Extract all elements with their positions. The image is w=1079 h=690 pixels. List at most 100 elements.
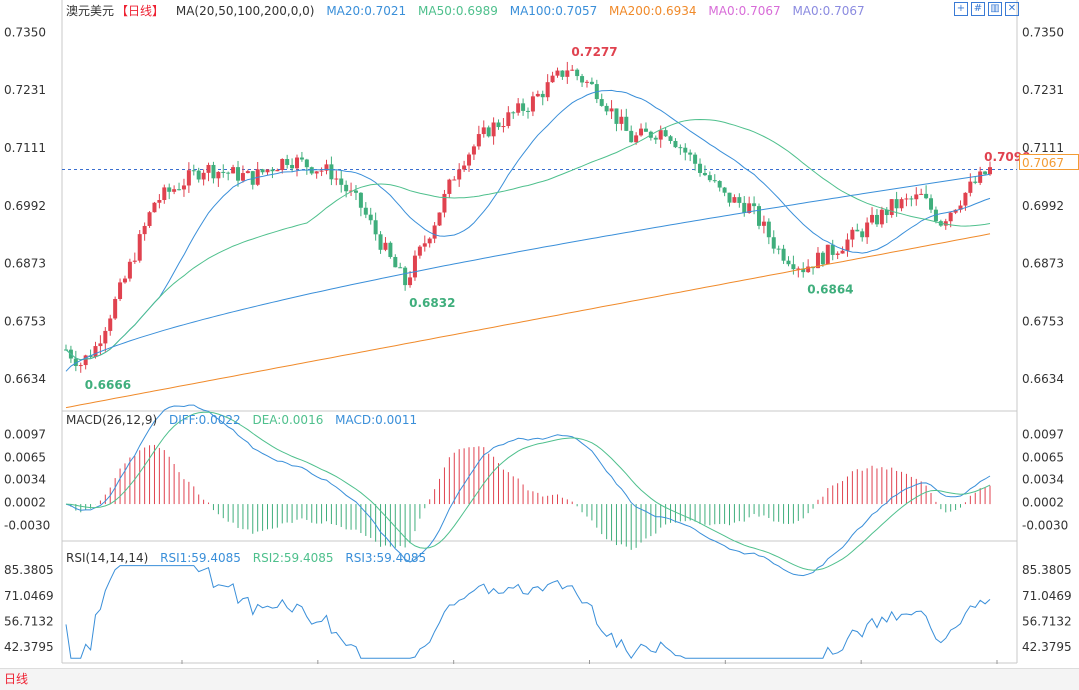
macd-label[interactable]: MACD(26,12,9) xyxy=(66,413,158,427)
close-icon[interactable]: ✕ xyxy=(1005,2,1019,16)
candle-body xyxy=(378,234,383,250)
candle-body xyxy=(565,70,570,77)
y-tick-left: 0.7231 xyxy=(4,83,46,97)
candle-body xyxy=(393,256,398,268)
candle-body xyxy=(181,185,186,190)
candle-body xyxy=(299,157,304,160)
candle-body xyxy=(904,198,909,200)
y-tick-left: 42.3795 xyxy=(4,640,54,654)
candle-body xyxy=(639,128,644,136)
candle-body xyxy=(707,175,712,181)
candle-body xyxy=(889,199,894,216)
candle-body xyxy=(422,243,427,247)
candle-body xyxy=(496,122,501,128)
candle-body xyxy=(727,192,732,203)
candle-body xyxy=(221,171,226,173)
price-annotation: 0.7090 xyxy=(984,150,1030,164)
crosshair-icon[interactable]: + xyxy=(954,2,968,16)
candle-body xyxy=(712,180,717,182)
candle-body xyxy=(427,238,432,244)
candle-body xyxy=(471,146,476,155)
period-button[interactable]: 日线 xyxy=(4,672,29,686)
candle-body xyxy=(988,167,992,175)
candle-body xyxy=(757,206,761,226)
candle-body xyxy=(575,69,580,77)
candle-body xyxy=(924,193,929,199)
ma0b-value: MA0:0.7067 xyxy=(792,4,865,18)
candle-body xyxy=(870,214,875,223)
candle-body xyxy=(555,70,560,76)
candle-body xyxy=(683,147,688,153)
candle-body xyxy=(462,165,467,170)
candle-body xyxy=(467,154,472,166)
candle-body xyxy=(850,229,855,240)
macd-header: MACD(26,12,9) DIFF:0.0022 DEA:0.0016 MAC… xyxy=(66,413,425,427)
candle-body xyxy=(162,187,167,200)
candle-body xyxy=(919,193,924,195)
ma-label[interactable]: MA(20,50,100,200,0,0) xyxy=(175,4,315,18)
candle-body xyxy=(634,135,639,143)
candle-body xyxy=(304,159,309,168)
ma0a-value: MA0:0.7067 xyxy=(708,4,781,18)
grid-icon[interactable]: # xyxy=(971,2,985,16)
y-tick-right: 0.0065 xyxy=(1022,450,1064,464)
candle-body xyxy=(550,75,555,83)
candle-body xyxy=(447,179,452,194)
candle-body xyxy=(526,110,530,112)
candle-body xyxy=(452,179,457,181)
candle-body xyxy=(211,164,216,179)
candle-body xyxy=(624,116,629,131)
y-tick-right: 0.0034 xyxy=(1022,473,1064,487)
candle-body xyxy=(113,299,118,319)
candle-body xyxy=(629,130,634,143)
ma20-line xyxy=(65,89,991,361)
candle-body xyxy=(358,192,363,208)
candle-body xyxy=(619,116,624,124)
candle-body xyxy=(270,169,275,172)
candle-body xyxy=(786,260,791,265)
candle-body xyxy=(722,187,727,193)
candle-body xyxy=(535,93,540,97)
candle-body xyxy=(108,318,113,331)
candle-body xyxy=(614,108,619,124)
candle-body xyxy=(506,112,511,127)
y-tick-right: 56.7132 xyxy=(1022,614,1072,628)
candle-body xyxy=(226,172,231,174)
candle-body xyxy=(521,103,526,111)
ma20-value: MA20:0.7021 xyxy=(326,4,407,18)
y-tick-left: 0.6873 xyxy=(4,256,46,270)
y-tick-right: 0.7231 xyxy=(1022,83,1064,97)
candle-body xyxy=(167,187,172,192)
candle-body xyxy=(865,222,870,238)
candle-body xyxy=(663,130,668,137)
candle-body xyxy=(747,203,752,213)
candle-body xyxy=(132,260,137,262)
period-label[interactable]: 【日线】 xyxy=(116,4,165,18)
y-tick-right: 42.3795 xyxy=(1022,640,1072,654)
price-annotation: 0.6832 xyxy=(409,296,455,310)
ma50-line xyxy=(65,118,991,361)
price-annotation: 0.6864 xyxy=(807,283,853,297)
y-tick-left: 85.3805 xyxy=(4,563,54,577)
candle-body xyxy=(781,248,786,261)
candle-body xyxy=(476,134,481,147)
rsi-label[interactable]: RSI(14,14,14) xyxy=(66,551,149,565)
macd-dea: DEA:0.0016 xyxy=(252,413,324,427)
y-tick-right: 0.6753 xyxy=(1022,314,1064,328)
y-tick-right: 0.0097 xyxy=(1022,427,1064,441)
y-tick-left: 0.0097 xyxy=(4,427,46,441)
candle-body xyxy=(584,81,589,83)
candle-body xyxy=(260,169,265,173)
y-tick-right: 0.7350 xyxy=(1022,26,1064,40)
candle-body xyxy=(152,202,157,213)
candle-body xyxy=(742,202,747,213)
current-price-tag: 0.7067 xyxy=(1019,154,1079,170)
candle-body xyxy=(373,220,378,235)
y-tick-left: 0.0034 xyxy=(4,473,46,487)
candle-body xyxy=(339,178,344,185)
candle-body xyxy=(236,167,241,181)
candle-body xyxy=(206,164,211,173)
layout-icon[interactable]: ▥ xyxy=(988,2,1002,16)
candle-body xyxy=(643,128,648,132)
